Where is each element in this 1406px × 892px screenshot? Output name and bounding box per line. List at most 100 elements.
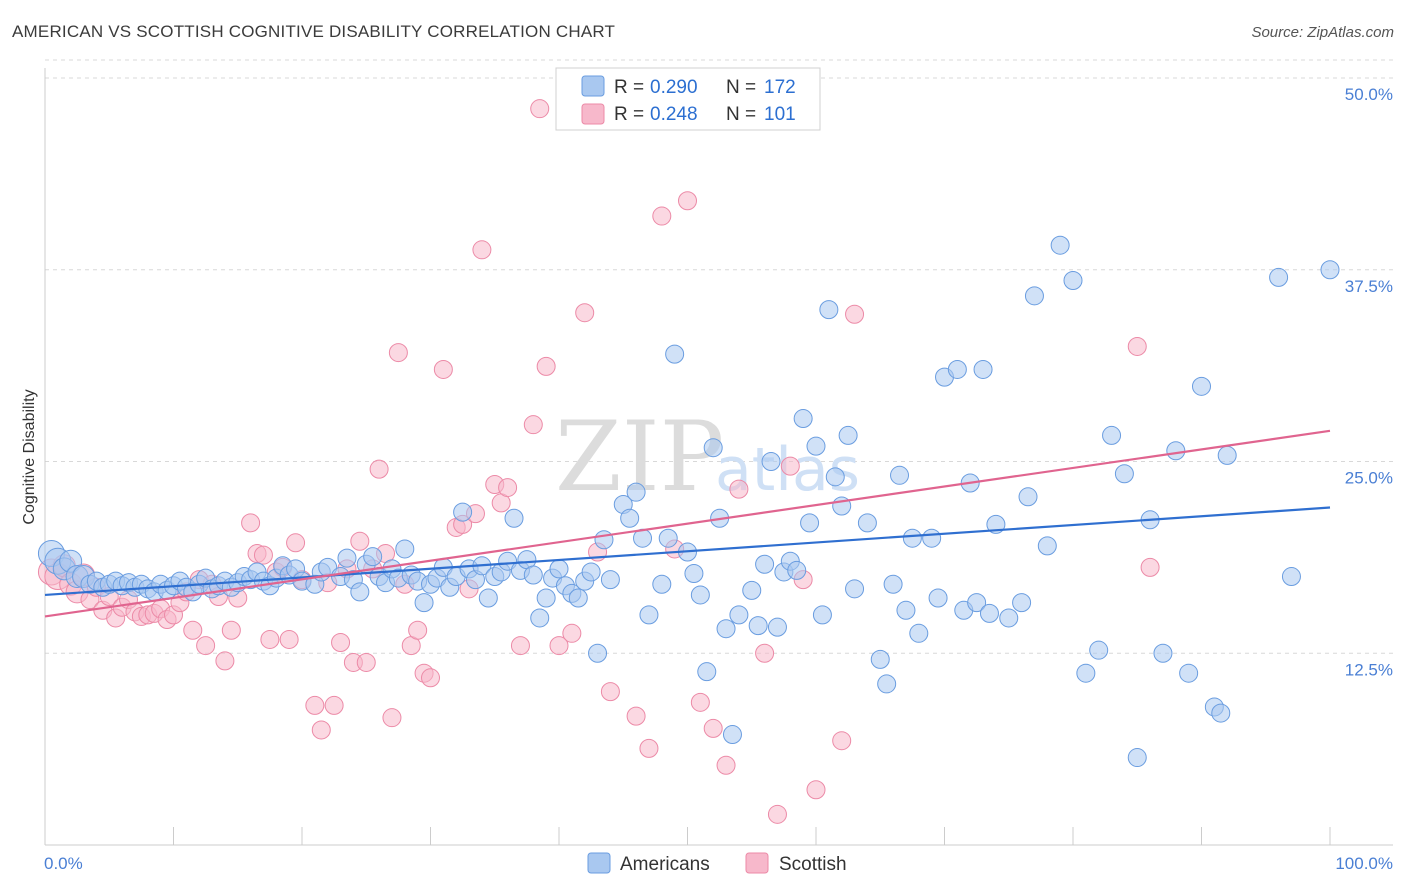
data-point — [947, 359, 967, 379]
data-point — [909, 623, 929, 643]
data-point — [1166, 441, 1186, 461]
data-point — [523, 415, 543, 435]
data-point — [697, 662, 717, 682]
data-point — [279, 629, 299, 649]
data-point — [658, 528, 678, 548]
chart-title: AMERICAN VS SCOTTISH COGNITIVE DISABILIT… — [12, 22, 616, 41]
data-point — [652, 206, 672, 226]
data-point — [626, 482, 646, 502]
data-point — [902, 528, 922, 548]
data-point — [421, 668, 440, 688]
data-point — [510, 636, 530, 656]
legend-americans-r-label: R = — [614, 77, 644, 98]
data-point — [832, 731, 852, 751]
data-point — [1063, 270, 1083, 290]
legend-americans-n-label: N = — [726, 77, 756, 98]
data-point — [896, 600, 916, 620]
data-point — [1217, 445, 1237, 465]
data-point — [311, 720, 331, 740]
data-point — [620, 508, 640, 528]
data-point — [504, 508, 524, 528]
legend-scottish-n-label: N = — [726, 104, 756, 125]
data-point — [812, 605, 832, 625]
data-point — [1281, 567, 1301, 587]
data-point — [530, 608, 550, 628]
data-point — [594, 530, 614, 550]
data-point — [716, 755, 736, 775]
data-point — [1102, 425, 1122, 445]
source-credit: Source: ZipAtlas.com — [1251, 24, 1394, 41]
data-point — [729, 605, 749, 625]
data-point — [755, 554, 775, 574]
americans-points — [37, 235, 1340, 768]
data-point — [877, 674, 897, 694]
data-point — [196, 636, 216, 656]
data-point — [999, 608, 1019, 628]
data-point — [639, 605, 659, 625]
y-tick-labels: 12.5% 25.0% 37.5% 50.0% — [1345, 85, 1393, 679]
data-point — [716, 619, 736, 639]
scottish-trend-line — [44, 429, 1331, 618]
data-point — [183, 620, 203, 640]
data-point — [363, 547, 383, 567]
data-point — [967, 593, 987, 613]
data-point — [1192, 376, 1211, 396]
data-point — [1179, 663, 1199, 683]
data-point — [498, 478, 518, 498]
data-point — [973, 359, 993, 379]
legend-swatch-scottish — [581, 103, 605, 125]
data-point — [1320, 260, 1340, 280]
grid-lines — [45, 59, 1393, 654]
data-point — [684, 563, 704, 583]
data-point — [562, 623, 582, 643]
data-point — [1050, 235, 1070, 255]
data-point — [845, 304, 865, 324]
data-point — [536, 588, 556, 608]
data-point — [890, 465, 910, 485]
data-point — [549, 559, 569, 579]
data-point — [767, 617, 787, 637]
legend-scottish-r-label: R = — [614, 104, 644, 125]
data-point — [1127, 336, 1147, 356]
data-point — [530, 99, 550, 119]
data-point — [845, 579, 865, 599]
data-point — [755, 643, 775, 663]
data-point — [748, 616, 768, 636]
data-point — [883, 574, 903, 594]
data-point — [639, 738, 659, 758]
bottom-legend: Americans Scottish — [587, 852, 847, 875]
data-point — [767, 804, 787, 824]
data-point — [221, 620, 241, 640]
data-point — [350, 582, 370, 602]
data-point — [870, 649, 890, 669]
data-point — [215, 651, 235, 671]
data-point — [414, 593, 434, 613]
axes — [44, 68, 1393, 846]
y-tick-label: 50.0% — [1345, 85, 1393, 104]
data-point — [761, 452, 781, 471]
trend-lines — [44, 429, 1331, 618]
data-point — [928, 588, 948, 608]
bottom-legend-swatch-americans — [587, 852, 611, 874]
data-point — [1269, 267, 1289, 287]
legend-americans-n-value: 172 — [764, 77, 796, 98]
bottom-legend-swatch-scottish — [745, 852, 769, 874]
data-point — [260, 629, 280, 649]
y-axis-title: Cognitive Disability — [21, 389, 38, 524]
scottish-points — [37, 68, 1160, 824]
data-point — [324, 695, 344, 715]
data-point — [1018, 487, 1038, 507]
americans-trend-line — [44, 506, 1331, 597]
data-point — [806, 436, 826, 456]
legend-americans-r-value: 0.290 — [650, 77, 698, 98]
data-point — [979, 603, 999, 623]
data-point — [581, 562, 601, 582]
data-point — [588, 643, 608, 663]
data-point — [1127, 748, 1147, 768]
data-point — [600, 682, 620, 702]
data-point — [722, 725, 742, 745]
bottom-legend-scottish: Scottish — [779, 854, 847, 875]
data-point — [678, 191, 697, 211]
data-point — [652, 574, 672, 594]
